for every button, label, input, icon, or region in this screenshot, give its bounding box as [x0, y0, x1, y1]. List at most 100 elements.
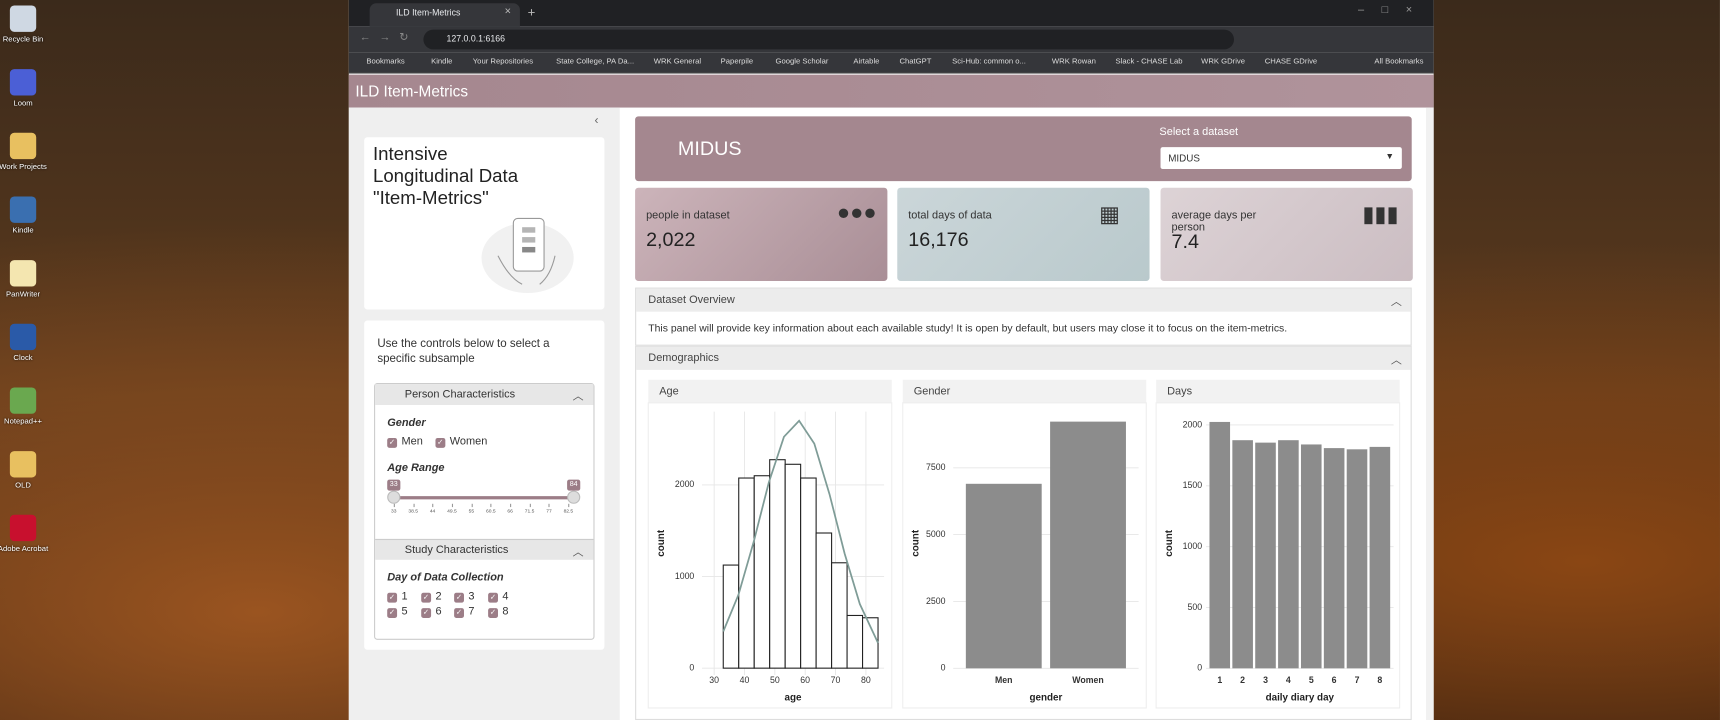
- bar: [1300, 444, 1322, 669]
- bookmark[interactable]: ChatGPT: [899, 58, 932, 66]
- overview-text: This panel will provide key information …: [648, 322, 1288, 335]
- y-axis-title: count: [1164, 529, 1175, 557]
- chart-card-header: [648, 379, 892, 403]
- checkbox[interactable]: ✓: [421, 607, 432, 618]
- slider-tick-label: 49.5: [447, 508, 457, 514]
- overview-header[interactable]: Dataset Overview ︿: [636, 288, 1411, 312]
- dataset-select[interactable]: MIDUS ▼: [1160, 147, 1402, 170]
- checkbox[interactable]: ✓: [387, 437, 398, 448]
- url: 127.0.0.1:6166: [446, 34, 506, 44]
- slider-tick-label: 55: [468, 508, 475, 514]
- checkbox[interactable]: ✓: [454, 607, 464, 618]
- y-tick-label: 1000: [675, 571, 695, 581]
- bookmark[interactable]: Kindle: [431, 58, 453, 66]
- x-tick-label: 50: [770, 675, 780, 685]
- y-tick-label: 0: [1197, 663, 1202, 673]
- checkbox-label: Men: [401, 435, 423, 448]
- bookmark[interactable]: Paperpile: [720, 58, 754, 66]
- checkbox[interactable]: ✓: [488, 592, 498, 603]
- value-box-icon: ●●●: [836, 200, 877, 226]
- slider-tick-label: 44: [429, 508, 436, 514]
- person-title: Person Characteristics: [404, 388, 516, 401]
- desktop-icon[interactable]: [9, 196, 37, 223]
- desktop-icon-label: Notepad++: [4, 418, 43, 426]
- slider-handle[interactable]: [387, 490, 401, 504]
- bookmark[interactable]: CHASE GDrive: [1264, 58, 1318, 66]
- slider-handle[interactable]: [567, 490, 581, 504]
- select-value: MIDUS: [1168, 152, 1201, 164]
- value-box: total days of data 16,176 ▦: [897, 187, 1150, 281]
- tab-title: ILD Item-Metrics: [395, 7, 461, 18]
- bookmark[interactable]: State College, PA Da...: [556, 58, 635, 66]
- demographics-header[interactable]: Demographics ︿: [636, 346, 1411, 370]
- address-bar[interactable]: 127.0.0.1:6166: [423, 29, 1235, 50]
- x-tick-label: 8: [1377, 675, 1382, 685]
- person-header[interactable]: Person Characteristics ︿: [375, 384, 594, 406]
- slider-badge: 84: [567, 479, 581, 491]
- chevron: ︿: [1390, 354, 1402, 367]
- value-box-label: average days per person: [1171, 209, 1257, 234]
- slider-tick-label: 66: [507, 508, 513, 514]
- tab[interactable]: ILD Item-Metrics ×: [369, 3, 520, 27]
- desktop-icon[interactable]: [9, 69, 37, 96]
- x-tick-label: 30: [709, 675, 719, 685]
- bookmark[interactable]: Google Scholar: [775, 58, 829, 66]
- desktop-icon[interactable]: [9, 132, 37, 160]
- chart-card: [1155, 402, 1401, 709]
- bookmark[interactable]: Bookmarks: [366, 58, 405, 66]
- slider-tick: [510, 503, 512, 508]
- checkbox[interactable]: ✓: [488, 607, 498, 618]
- bookmark[interactable]: Sci-Hub: common o...: [952, 58, 1026, 66]
- value-box-icon: ▦: [1099, 203, 1120, 228]
- bookmark[interactable]: WRK GDrive: [1201, 58, 1246, 66]
- desktop-icon[interactable]: [9, 451, 37, 478]
- y-tick-label: 2500: [926, 596, 946, 606]
- study-header[interactable]: Study Characteristics ︿: [375, 538, 594, 560]
- desktop-icon[interactable]: [9, 323, 37, 351]
- checkbox-label: 8: [502, 605, 509, 618]
- checkbox-label: 4: [502, 590, 509, 603]
- x-tick-label: 3: [1263, 675, 1268, 685]
- bookmark[interactable]: Airtable: [853, 58, 880, 66]
- desktop-icon[interactable]: [9, 260, 37, 287]
- slider-tick: [432, 503, 434, 508]
- slider-tick-label: 82.5: [563, 508, 574, 514]
- checkbox[interactable]: ✓: [435, 437, 446, 448]
- y-axis-title: count: [911, 529, 922, 557]
- desktop-icon-label: OLD: [15, 481, 31, 490]
- tab-close[interactable]: ×: [504, 5, 511, 18]
- nav-buttons[interactable]: ←→↻: [359, 31, 418, 44]
- checkbox[interactable]: ✓: [421, 592, 432, 603]
- demographics-title: Demographics: [648, 352, 720, 365]
- slider-tick: [471, 503, 473, 508]
- desktop-icon[interactable]: [9, 514, 37, 542]
- desktop-icon[interactable]: [9, 5, 37, 32]
- checkbox[interactable]: ✓: [387, 592, 398, 603]
- bookmark[interactable]: WRK General: [653, 58, 702, 66]
- slider-tick: [568, 503, 570, 508]
- new-tab[interactable]: +: [527, 4, 536, 20]
- slider-badge: 33: [387, 479, 401, 491]
- day-label: Day of Data Collection: [387, 571, 504, 584]
- bookmark[interactable]: WRK Rowan: [1051, 58, 1096, 66]
- overview-panel: Dataset Overview ︿ This panel will provi…: [635, 287, 1412, 346]
- collapse-sidebar[interactable]: ‹: [594, 114, 599, 128]
- desktop: Recycle Bin Loom Work Projects Kindle PanWri…: [0, 0, 349, 720]
- value-box-label: total days of data: [908, 209, 992, 222]
- chart-card: [647, 402, 893, 709]
- sidebar-heading: Intensive Longitudinal Data "Item-Metric…: [372, 143, 519, 209]
- y-tick-label: 500: [1188, 602, 1203, 612]
- value-box: average days per person 7.4 ▮▮▮: [1160, 187, 1413, 281]
- bookmark[interactable]: Your Repositories: [472, 58, 534, 66]
- histogram-bar: [800, 477, 817, 669]
- checkbox[interactable]: ✓: [454, 592, 464, 603]
- slider-tick-label: 33: [391, 508, 397, 514]
- value-box-value: 7.4: [1171, 230, 1199, 253]
- checkbox[interactable]: ✓: [387, 607, 398, 618]
- window-controls[interactable]: –□×: [1357, 4, 1430, 17]
- bookmark[interactable]: Slack - CHASE Lab: [1115, 58, 1183, 66]
- all-bookmarks[interactable]: All Bookmarks: [1374, 58, 1424, 66]
- desktop-icon[interactable]: [9, 387, 37, 414]
- chart-title: Days: [1167, 386, 1192, 398]
